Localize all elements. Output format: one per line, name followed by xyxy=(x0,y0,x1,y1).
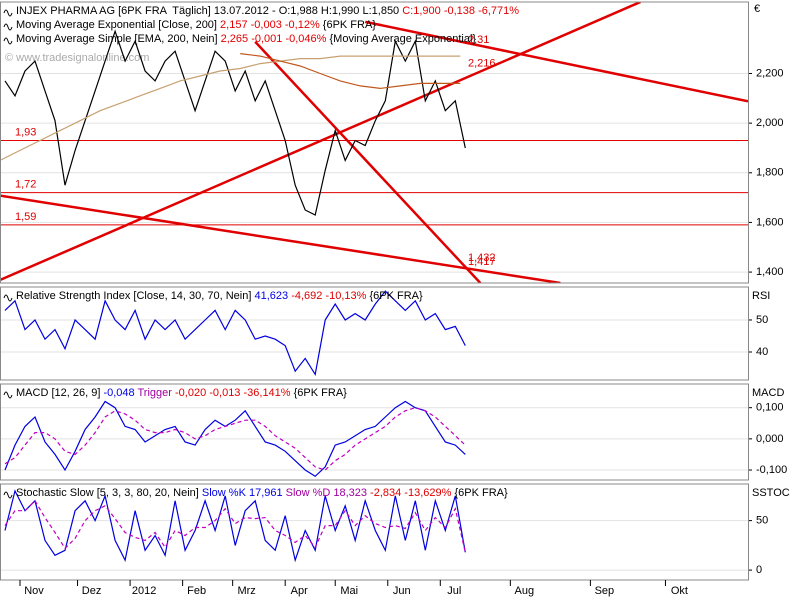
series-line xyxy=(4,290,466,377)
panel-frame xyxy=(0,483,749,581)
x-tick-label: Dez xyxy=(82,585,102,597)
level-label: 1,59 xyxy=(15,211,36,223)
panel-label: MACD xyxy=(752,387,784,399)
y-tick-label: 0 xyxy=(756,564,762,576)
legend-text: 2,265 -0,001 -0,046% xyxy=(221,33,327,45)
level-label: 1,72 xyxy=(15,179,36,191)
x-tick-label: 2012 xyxy=(132,585,156,597)
legend-text: 2,157 -0,003 -0,12% xyxy=(220,19,320,31)
trendline xyxy=(254,40,482,283)
x-tick-label: Sep xyxy=(595,585,615,597)
legend-text: {6PK FRA} xyxy=(291,387,348,399)
legend-icon xyxy=(3,9,13,17)
series-line xyxy=(4,400,466,478)
legend-text: -4,692 -10,13% xyxy=(288,290,366,302)
legend-text: Slow %D 18,323 xyxy=(283,487,367,499)
legend-entry: Relative Strength Index [Close, 14, 30, … xyxy=(16,290,423,302)
legend-text: Moving Average Exponential [Close, 200] xyxy=(16,19,220,31)
y-tick-label: 1,800 xyxy=(756,167,784,179)
panel xyxy=(0,489,748,571)
annotation: 2,216 xyxy=(468,57,496,69)
legend-icon xyxy=(3,37,13,45)
y-tick-label: 50 xyxy=(756,314,768,326)
legend-icon xyxy=(3,491,13,499)
panel-frame xyxy=(0,383,749,481)
y-tick-label: 2,200 xyxy=(756,67,784,79)
y-tick-label: 0,100 xyxy=(756,402,784,414)
legend-text: Stochastic Slow [5, 3, 3, 80, 20, Nein] xyxy=(16,487,202,499)
y-tick-label: 0,000 xyxy=(756,433,784,445)
trendline xyxy=(364,20,748,103)
legend-text: Moving Average Simple [EMA, 200, Nein] xyxy=(16,33,221,45)
legend-text: C:1,900 -0,138 -6,771% xyxy=(402,5,519,17)
annotation: 2,31 xyxy=(468,34,489,46)
legend-text: 41,623 xyxy=(254,290,288,302)
series-line xyxy=(240,53,461,90)
y-tick-label: 1,400 xyxy=(756,266,784,278)
watermark: © www.tradesignalonline.com xyxy=(5,52,149,64)
x-tick-label: Feb xyxy=(187,585,206,597)
panel-label: RSI xyxy=(752,290,770,302)
legend-entry: Moving Average Simple [EMA, 200, Nein] 2… xyxy=(16,33,476,45)
series-line xyxy=(4,29,466,216)
panel-frame xyxy=(0,286,749,381)
legend-icon xyxy=(3,294,13,302)
legend-text: {6PK FRA} xyxy=(451,487,508,499)
legend-entry: Stochastic Slow [5, 3, 3, 80, 20, Nein] … xyxy=(16,487,508,499)
series-line xyxy=(4,489,466,563)
legend-entry: INJEX PHARMA AG [6PK FRA Täglich] 13.07.… xyxy=(16,5,519,17)
trendline xyxy=(0,2,641,282)
legend-entry: MACD [12, 26, 9] -0,048 Trigger -0,020 -… xyxy=(16,387,347,399)
x-tick-label: Mai xyxy=(340,585,358,597)
panel xyxy=(0,2,748,283)
legend-text: Relative Strength Index [Close, 14, 30, … xyxy=(16,290,254,302)
series-line xyxy=(4,407,466,471)
legend-text: Slow %K 17,961 xyxy=(202,487,283,499)
currency-label: € xyxy=(754,3,760,15)
legend-text: MACD [12, 26, 9] xyxy=(16,387,103,399)
x-tick-label: Mrz xyxy=(237,585,255,597)
x-tick-label: Okt xyxy=(671,585,688,597)
x-tick-label: Jun xyxy=(393,585,411,597)
y-tick-label: 2,000 xyxy=(756,117,784,129)
legend-text: -2,834 -13,629% xyxy=(367,487,452,499)
legend-text: {6PK FRA} xyxy=(320,19,377,31)
annotation: 1,432 xyxy=(468,252,496,264)
annotation: 1,417 xyxy=(468,256,496,268)
legend-text: Trigger xyxy=(135,387,173,399)
legend-text: INJEX PHARMA AG [6PK FRA Täglich] 13.07.… xyxy=(16,5,402,17)
legend-icon xyxy=(3,23,13,31)
legend-entry: Moving Average Exponential [Close, 200] … xyxy=(16,19,376,31)
x-tick-label: Nov xyxy=(24,585,44,597)
legend-text: -0,048 xyxy=(103,387,134,399)
legend-text: {6PK FRA} xyxy=(366,290,423,302)
panel xyxy=(0,290,748,377)
legend-text: -0,020 -0,013 -36,141% xyxy=(172,387,291,399)
level-label: 1,93 xyxy=(15,126,36,138)
y-tick-label: -0,100 xyxy=(756,464,787,476)
y-tick-label: 1,600 xyxy=(756,216,784,228)
x-tick-label: Aug xyxy=(515,585,535,597)
x-tick-label: Apr xyxy=(291,585,308,597)
y-tick-label: 50 xyxy=(756,515,768,527)
legend-text: {Moving Average Exponential} xyxy=(326,33,476,45)
series-line xyxy=(0,55,461,161)
y-tick-label: 40 xyxy=(756,346,768,358)
x-tick-label: Jul xyxy=(447,585,461,597)
panel-label: SSTOC xyxy=(752,487,790,499)
panel-frame xyxy=(0,1,749,284)
panel xyxy=(0,400,748,478)
legend-icon xyxy=(3,391,13,399)
